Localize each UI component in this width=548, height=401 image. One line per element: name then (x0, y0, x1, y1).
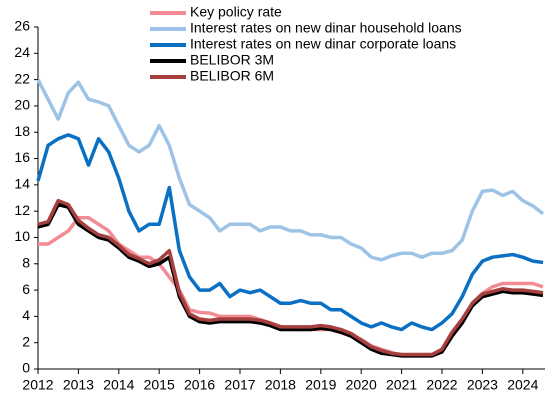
legend-label: Interest rates on new dinar household lo… (190, 20, 462, 36)
x-tick-label: 2020 (346, 377, 377, 393)
y-tick-label: 26 (14, 18, 30, 34)
y-tick-label: 22 (14, 70, 30, 86)
y-tick-label: 20 (14, 97, 30, 113)
series-line (37, 202, 544, 358)
x-tick-label: 2021 (386, 377, 417, 393)
legend-label: BELIBOR 3M (190, 52, 274, 68)
x-tick-label: 2014 (103, 377, 134, 393)
series-line (36, 133, 544, 332)
x-tick-label: 2024 (507, 377, 538, 393)
x-tick-label: 2013 (63, 377, 94, 393)
series-line (37, 198, 544, 357)
y-tick-label: 2 (22, 333, 30, 349)
y-tick-label: 8 (22, 254, 30, 270)
y-tick-label: 6 (22, 281, 30, 297)
y-tick-label: 16 (14, 149, 30, 165)
x-tick-label: 2016 (184, 377, 215, 393)
legend-label: BELIBOR 6M (190, 68, 274, 84)
x-tick-label: 2022 (426, 377, 457, 393)
y-tick-label: 4 (22, 307, 30, 323)
y-tick-label: 14 (14, 176, 30, 192)
x-tick-label: 2023 (467, 377, 498, 393)
y-tick-label: 10 (14, 228, 30, 244)
x-tick-label: 2018 (265, 377, 296, 393)
x-tick-label: 2015 (144, 377, 175, 393)
y-tick-label: 12 (14, 202, 30, 218)
x-tick-label: 2019 (305, 377, 336, 393)
legend-label: Interest rates on new dinar corporate lo… (190, 36, 456, 52)
y-tick-label: 0 (22, 360, 30, 376)
y-tick-label: 24 (14, 44, 30, 60)
legend-label: Key policy rate (190, 4, 282, 20)
series-line (36, 78, 545, 262)
x-tick-label: 2017 (224, 377, 255, 393)
x-tick-label: 2012 (22, 377, 53, 393)
y-tick-label: 18 (14, 123, 30, 139)
